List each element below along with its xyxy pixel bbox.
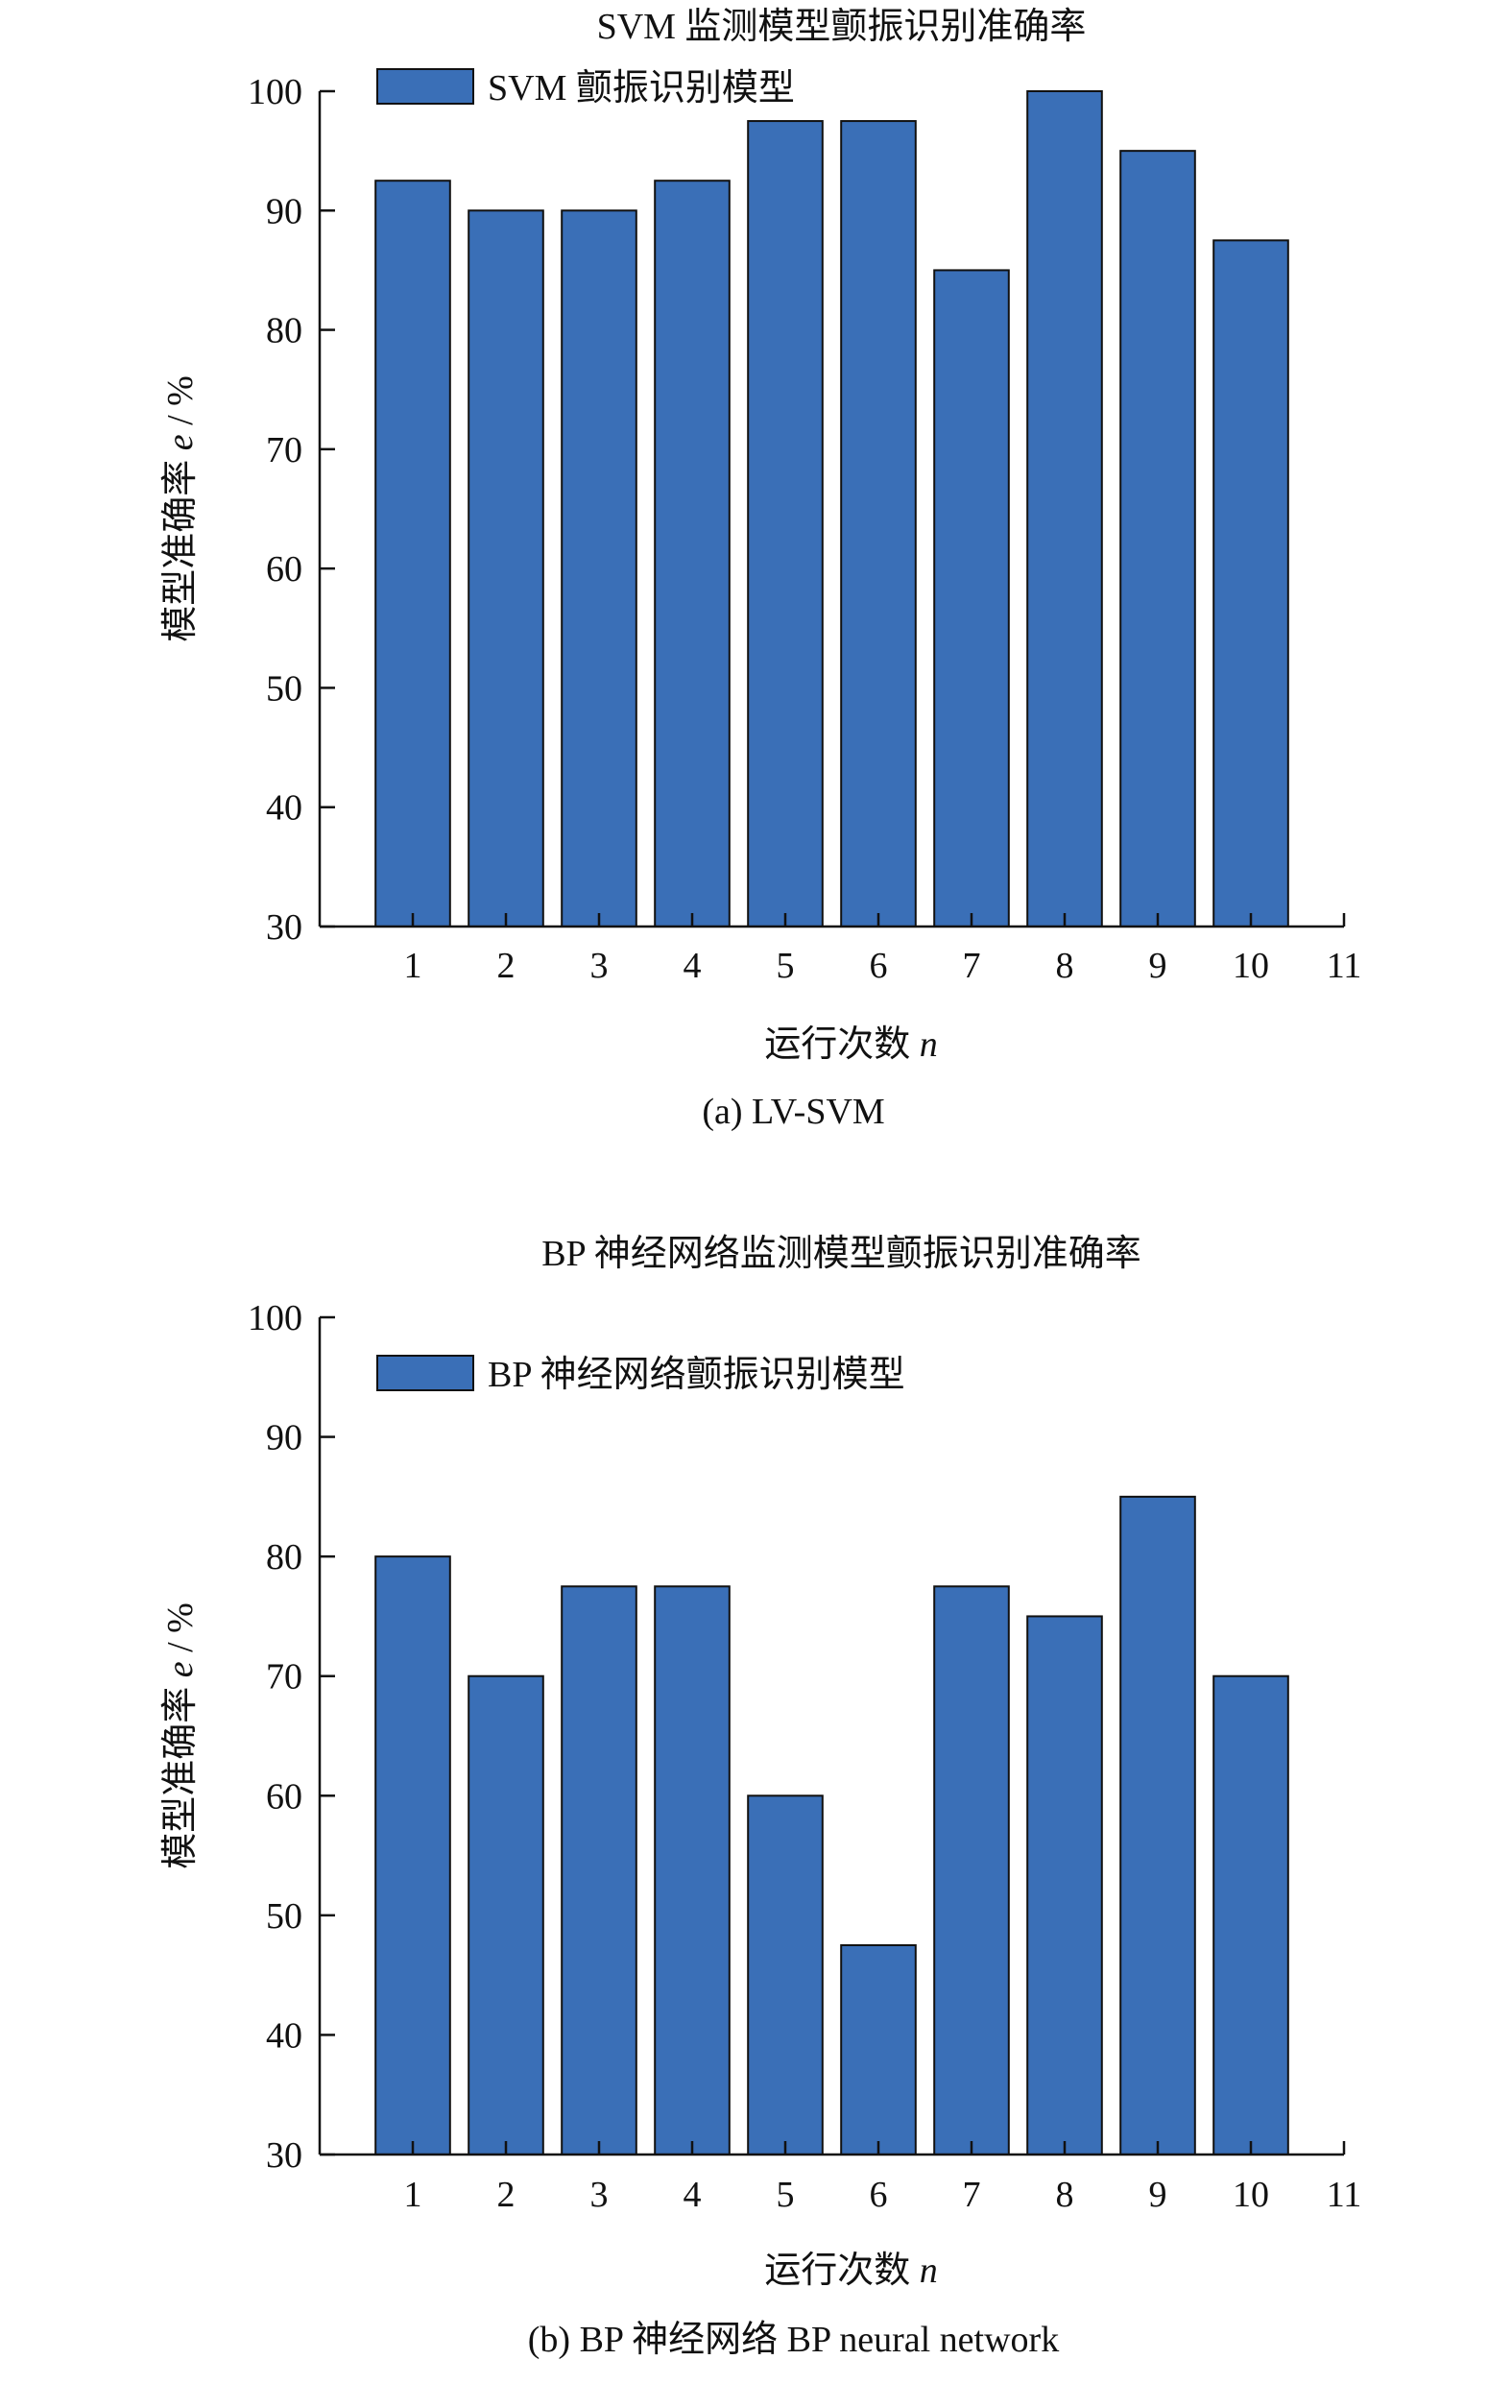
y-tick-label: 90 <box>266 1418 302 1458</box>
bar-6 <box>840 1944 917 2155</box>
bar-9 <box>1119 150 1196 927</box>
x-tick-label: 8 <box>1056 2175 1074 2215</box>
bar-1 <box>374 1555 451 2155</box>
x-axis-label: 运行次数 n <box>764 2251 938 2291</box>
x-tick-label: 11 <box>1327 946 1362 986</box>
y-tick-label: 80 <box>266 311 302 351</box>
y-tick-label: 100 <box>248 1298 302 1338</box>
x-tick-label: 1 <box>404 2175 422 2215</box>
subfigure-caption: (b) BP 神经网络 BP neural network <box>528 2320 1059 2360</box>
x-tick-label: 3 <box>590 2175 609 2215</box>
x-tick-label: 7 <box>963 946 981 986</box>
x-tick-label: 9 <box>1149 2175 1167 2215</box>
y-tick-label: 60 <box>266 549 302 590</box>
bar-3 <box>561 209 637 928</box>
y-tick-label: 50 <box>266 668 302 709</box>
x-tick-label: 4 <box>684 946 702 986</box>
bar-10 <box>1212 1674 1289 2155</box>
bar-4 <box>654 180 731 927</box>
y-tick-label: 80 <box>266 1537 302 1577</box>
x-tick-label: 8 <box>1056 946 1074 986</box>
x-tick-label: 1 <box>404 946 422 986</box>
x-tick-label: 9 <box>1149 946 1167 986</box>
y-tick-label: 70 <box>266 430 302 470</box>
x-tick-label: 11 <box>1327 2175 1362 2215</box>
bar-10 <box>1212 239 1289 928</box>
legend-swatch <box>376 1355 474 1391</box>
bar-5 <box>747 120 824 928</box>
y-axis-label: 模型准确率 e / % <box>160 1602 201 1869</box>
x-tick-label: 5 <box>777 2175 795 2215</box>
x-tick-label: 7 <box>963 2175 981 2215</box>
x-tick-label: 5 <box>777 946 795 986</box>
bar-3 <box>561 1585 637 2156</box>
y-tick-label: 50 <box>266 1896 302 1937</box>
x-tick-label: 2 <box>497 946 516 986</box>
x-tick-label: 10 <box>1233 946 1269 986</box>
chart-title: BP 神经网络监测模型颤振识别准确率 <box>541 1234 1141 1274</box>
x-tick-label: 3 <box>590 946 609 986</box>
legend-label: BP 神经网络颤振识别模型 <box>488 1355 905 1395</box>
chart-title: SVM 监测模型颤振识别准确率 <box>597 7 1087 47</box>
bar-5 <box>747 1794 824 2156</box>
x-axis-label: 运行次数 n <box>764 1024 938 1065</box>
bar-8 <box>1026 1615 1103 2155</box>
y-tick-label: 70 <box>266 1657 302 1698</box>
y-tick-label: 30 <box>266 2135 302 2176</box>
bar-8 <box>1026 90 1103 927</box>
y-axis-label: 模型准确率 e / % <box>160 375 201 642</box>
bar-2 <box>468 1674 544 2155</box>
y-tick-label: 30 <box>266 907 302 948</box>
bar-4 <box>654 1585 731 2156</box>
bar-7 <box>933 269 1010 927</box>
y-tick-label: 60 <box>266 1776 302 1817</box>
bar-6 <box>840 120 917 928</box>
x-tick-label: 4 <box>684 2175 702 2215</box>
y-tick-label: 40 <box>266 788 302 829</box>
x-tick-label: 6 <box>870 2175 888 2215</box>
chart-a: SVM 监测模型颤振识别准确率 30 40 50 60 70 80 90 100 1 2 3 4 5 6 7 8… <box>160 7 1361 1132</box>
y-tick-label: 40 <box>266 2015 302 2056</box>
bar-9 <box>1119 1495 1196 2156</box>
legend-swatch <box>376 68 474 105</box>
x-tick-label: 6 <box>870 946 888 986</box>
y-tick-label: 100 <box>248 72 302 112</box>
bar-2 <box>468 209 544 928</box>
subfigure-caption: (a) LV-SVM <box>702 1092 884 1132</box>
bar-1 <box>374 180 451 927</box>
legend-label: SVM 颤振识别模型 <box>488 68 795 108</box>
chart-b: BP 神经网络监测模型颤振识别准确率 30 40 50 60 70 80 90 100 1 2 3 4 5… <box>160 1234 1361 2360</box>
bar-7 <box>933 1585 1010 2156</box>
y-tick-label: 90 <box>266 191 302 231</box>
x-tick-label: 2 <box>497 2175 516 2215</box>
x-tick-label: 10 <box>1233 2175 1269 2215</box>
